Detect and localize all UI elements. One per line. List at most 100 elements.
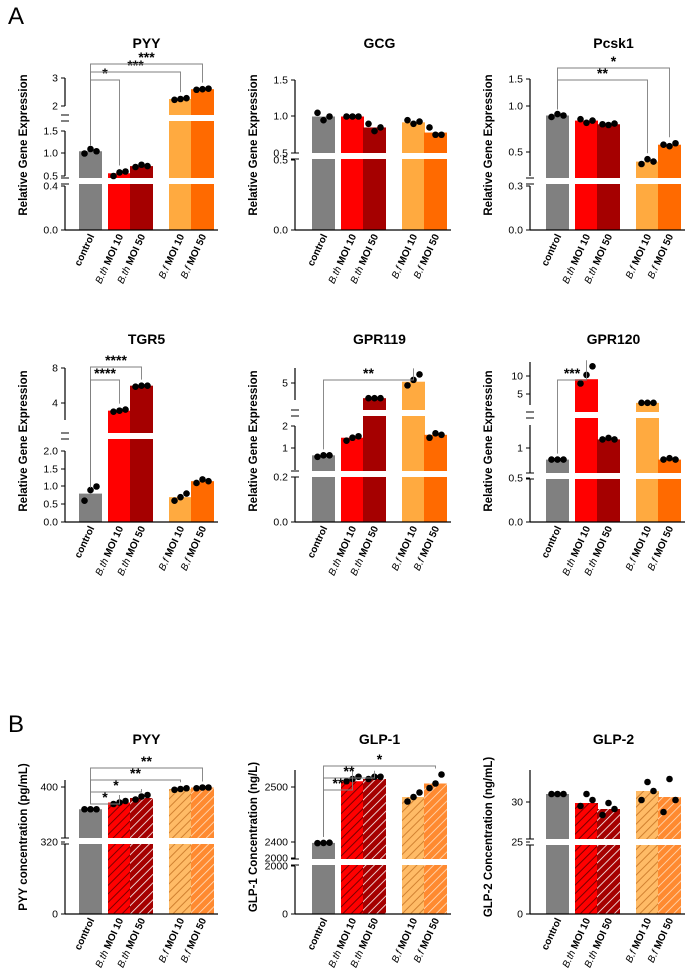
bar-control: [546, 794, 569, 914]
bar-b-th-moi-10: [108, 802, 131, 914]
data-point: [577, 802, 584, 810]
data-point: [377, 124, 384, 131]
bar-b-f-moi-10: [169, 789, 192, 914]
significance-label: *: [102, 789, 108, 805]
significance-label: ****: [105, 352, 127, 368]
data-point: [320, 452, 327, 459]
data-point: [87, 145, 94, 153]
data-point: [116, 407, 123, 414]
significance-label: ***: [564, 365, 581, 381]
significance-bracket: [90, 795, 120, 805]
y-tick-label: 320: [40, 837, 58, 849]
data-point: [638, 399, 645, 407]
data-point: [438, 431, 445, 439]
data-point: [132, 163, 139, 171]
data-point: [343, 113, 350, 120]
y-axis-label: Relative Gene Expression: [483, 74, 495, 215]
data-point: [432, 131, 439, 139]
y-axis-label: PYY concentration (pg/mL): [18, 763, 30, 911]
bar-b-th-moi-10: [341, 437, 364, 522]
data-point: [320, 839, 327, 847]
data-point: [638, 160, 645, 168]
bar-b-f-moi-50: [191, 481, 214, 522]
axis-break-gap: [532, 839, 685, 845]
data-point: [432, 780, 439, 787]
axis-break-gap: [67, 115, 218, 121]
data-point: [81, 150, 88, 157]
data-point: [404, 382, 411, 389]
bar-b-th-moi-10: [575, 379, 598, 522]
data-point: [81, 805, 88, 813]
data-point: [426, 124, 433, 131]
y-tick-label: 0: [52, 909, 58, 921]
significance-bracket: [323, 765, 436, 837]
data-point: [605, 434, 612, 442]
data-point: [410, 793, 417, 801]
y-tick-label: 0: [517, 909, 523, 921]
chart-title: GCG: [364, 35, 396, 51]
significance-bracket: [90, 366, 142, 488]
chart-title: GPR120: [587, 331, 641, 347]
data-point: [110, 408, 117, 415]
chart-gpr119-expression: GPR119 Relative Gene Expression 0.0 0.2 1 2 5 c…: [248, 331, 451, 578]
y-axis-break: [527, 178, 533, 184]
data-point: [355, 113, 362, 120]
data-point: [404, 116, 411, 124]
data-point: [611, 436, 618, 443]
y-tick-label: 400: [40, 782, 58, 794]
y-tick-label: 0.0: [508, 225, 523, 237]
y-tick-label: 1.5: [273, 75, 288, 87]
y-tick-label: 0.5: [43, 171, 58, 183]
data-point: [404, 798, 411, 805]
data-point: [81, 497, 88, 505]
data-point: [177, 95, 184, 103]
axis-break-gap: [297, 471, 451, 477]
significance-label: **: [141, 753, 152, 769]
data-point: [122, 797, 129, 805]
chart-title: PYY: [132, 35, 161, 51]
data-point: [116, 169, 123, 176]
significance-label: **: [130, 765, 141, 781]
y-tick-label: 0.2: [273, 472, 288, 484]
x-tick-label: control: [73, 916, 97, 952]
data-point: [589, 796, 596, 804]
y-tick-label: 30: [511, 797, 523, 809]
bar-b-f-moi-50: [658, 459, 681, 522]
data-point: [599, 436, 606, 443]
data-point: [193, 86, 200, 94]
chart-pyy-secreted: PYY PYY concentration (pg/mL) 0 320 400 contr…: [18, 731, 218, 970]
x-tick-label: control: [306, 232, 330, 268]
significance-bracket: [90, 767, 203, 804]
y-tick-label: 0.5: [273, 148, 288, 160]
y-tick-label: 0.5: [273, 155, 288, 167]
y-tick-label: 1.0: [273, 111, 288, 123]
data-point: [560, 456, 567, 463]
bar-control: [312, 455, 335, 522]
y-axis-label: GLP-1 Concentration (ng/L): [248, 762, 260, 912]
data-point: [87, 805, 94, 813]
bar-b-f-moi-10: [636, 161, 659, 230]
y-tick-label: 0.0: [273, 225, 288, 237]
significance-label: **: [363, 365, 374, 381]
chart-title: Pcsk1: [593, 35, 634, 51]
data-point: [599, 120, 606, 128]
significance-label: *: [377, 751, 383, 767]
data-point: [326, 452, 333, 459]
significance-bracket: [90, 63, 203, 146]
y-axis-break: [62, 178, 68, 184]
y-tick-label: 0.0: [273, 517, 288, 529]
chart-title: PYY: [132, 731, 161, 747]
axis-break-gap: [67, 178, 218, 184]
chart-gcg-expression: GCG Relative Gene Expression 0.0 0.50.5 1.0 1…: [248, 35, 451, 286]
data-point: [410, 120, 417, 128]
y-tick-label: 0.4: [43, 181, 58, 193]
data-point: [560, 790, 567, 798]
data-point: [650, 158, 657, 165]
significance-label: **: [333, 775, 344, 791]
data-point: [349, 113, 356, 120]
data-point: [205, 477, 212, 485]
y-axis-break: [62, 115, 68, 121]
y-axis-label: Relative Gene Expression: [18, 74, 30, 215]
bar-b-th-moi-50: [363, 398, 386, 522]
y-tick-label: 1.5: [508, 74, 523, 86]
